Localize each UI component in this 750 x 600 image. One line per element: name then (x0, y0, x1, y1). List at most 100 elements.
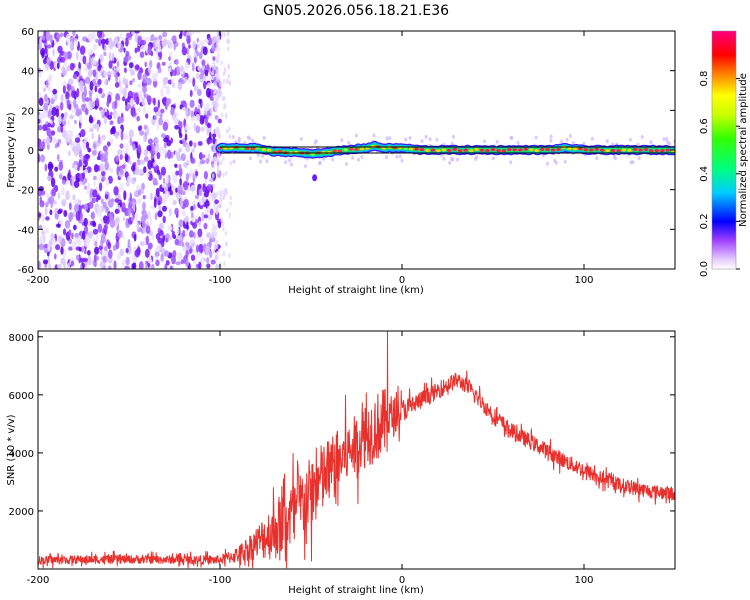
spectrogram-speckle (110, 127, 116, 135)
spectrogram-speckle (70, 260, 75, 267)
spectrogram-speckle (141, 210, 145, 215)
spectrogram-speckle (96, 123, 100, 133)
spectrogram-speckle (129, 80, 133, 86)
spectrogram-speckle (102, 39, 105, 50)
spectrogram-speckle (79, 86, 85, 93)
spectrogram-speckle (98, 174, 102, 181)
spectrogram-speckle (136, 45, 141, 53)
spectrogram-speckle (159, 222, 164, 230)
spectrogram-hot-spot (638, 148, 643, 152)
spectrogram-speckle (50, 119, 53, 125)
spectrogram-speckle (197, 65, 201, 71)
spectrogram-speckle (228, 126, 231, 132)
spectrogram-hot-spot (463, 148, 468, 152)
spectrogram-speckle (131, 164, 136, 172)
spectrogram-speckle (68, 229, 72, 236)
spectrogram-speckle (75, 110, 81, 117)
spectrogram-speckle (156, 122, 160, 131)
spectrogram-speckle (74, 232, 80, 238)
spectrogram-speckle (206, 263, 211, 269)
spectrogram-speckle (146, 145, 152, 152)
spectrogram-speckle (107, 114, 113, 120)
spectrogram-speckle (186, 47, 190, 56)
spectrogram-x-tick-label: 0 (399, 275, 405, 286)
spectrogram-halo (232, 159, 236, 164)
snr-ticks: -200 -100 0 100 2000 4000 6000 8000 (9, 331, 675, 586)
spectrogram-speckle (44, 44, 48, 55)
spectrogram-speckle (79, 45, 86, 55)
spectrogram-speckle (114, 112, 119, 118)
spectrogram-halo (571, 141, 575, 145)
spectrogram-speckle (121, 259, 127, 267)
spectrogram-hot-spot (490, 148, 496, 152)
spectrogram-halo (554, 160, 558, 165)
spectrogram-speckle (104, 150, 109, 157)
spectrogram-speckle (48, 195, 55, 204)
spectrogram-speckle (118, 116, 125, 124)
spectrogram-hot-spot (425, 149, 430, 152)
spectrogram-speckle (142, 222, 146, 229)
spectrogram-speckle (205, 102, 210, 112)
spectrogram-speckle (227, 31, 230, 35)
spectrogram-speckle (206, 257, 210, 264)
spectrogram-speckle (44, 93, 48, 102)
spectrogram-speckle (57, 154, 60, 162)
spectrogram-speckle (49, 104, 53, 112)
spectrogram-speckle (180, 121, 183, 129)
spectrogram-speckle (206, 122, 212, 129)
spectrogram-speckle (175, 187, 178, 193)
spectrogram-hot-spot (359, 147, 365, 151)
spectrogram-speckle (214, 199, 219, 204)
spectrogram-speckle (153, 198, 157, 209)
spectrogram-speckle (143, 105, 146, 115)
spectrogram-speckle (97, 31, 103, 39)
spectrogram-speckle (59, 101, 64, 111)
spectrogram-speckle (222, 251, 226, 257)
spectrogram-speckle (129, 136, 132, 146)
spectrogram-speckle (215, 206, 219, 212)
spectrogram-speckle (222, 221, 225, 227)
spectrogram-speckle (205, 87, 211, 98)
colorbar-label: Normalized spectral amplitude (738, 73, 749, 227)
spectrogram-halo (388, 136, 392, 141)
spectrogram-speckle (172, 173, 178, 184)
spectrogram-speckle (203, 222, 208, 230)
spectrogram-speckle (145, 113, 149, 119)
spectrogram-speckle (92, 59, 97, 65)
spectrogram-speckle (225, 170, 228, 176)
spectrogram-speckle (124, 152, 129, 162)
spectrogram-halo (344, 161, 348, 166)
spectrogram-halo (395, 154, 399, 159)
spectrogram-speckle (203, 74, 207, 81)
spectrogram-speckle (68, 169, 71, 177)
spectrogram-speckle (83, 217, 88, 227)
spectrogram-speckle (198, 243, 204, 254)
spectrogram-speckle (211, 70, 214, 76)
spectrogram-hot-spot (556, 148, 561, 151)
spectrogram-speckle (134, 64, 140, 70)
spectrogram-speckle (111, 198, 115, 203)
spectrogram-speckle (74, 203, 79, 213)
spectrogram-speckle (211, 195, 214, 201)
spectrogram-speckle (201, 211, 205, 222)
spectrogram-speckle (155, 142, 159, 152)
spectrogram-speckle (127, 238, 131, 249)
spectrogram-speckle (216, 68, 219, 74)
spectrogram-x-tick-label: -200 (27, 275, 50, 286)
spectrogram-speckle (72, 73, 78, 80)
spectrogram-speckle (134, 249, 140, 258)
spectrogram-speckle (160, 166, 166, 176)
spectrogram-speckle (220, 217, 223, 223)
spectrogram-halo (265, 159, 269, 164)
spectrogram-speckle (153, 106, 159, 113)
spectrogram-speckle (207, 36, 213, 46)
spectrogram-y-axis-label: Frequency (Hz) (6, 112, 17, 188)
spectrogram-speckle (220, 90, 223, 96)
spectrogram-speckle (218, 190, 221, 196)
spectrogram-halo (372, 133, 376, 138)
spectrogram-speckle (57, 209, 62, 215)
spectrogram-speckle (87, 62, 92, 70)
spectrogram-speckle (81, 230, 86, 240)
spectrogram-speckle (132, 78, 135, 83)
spectrogram-speckle (224, 187, 228, 193)
